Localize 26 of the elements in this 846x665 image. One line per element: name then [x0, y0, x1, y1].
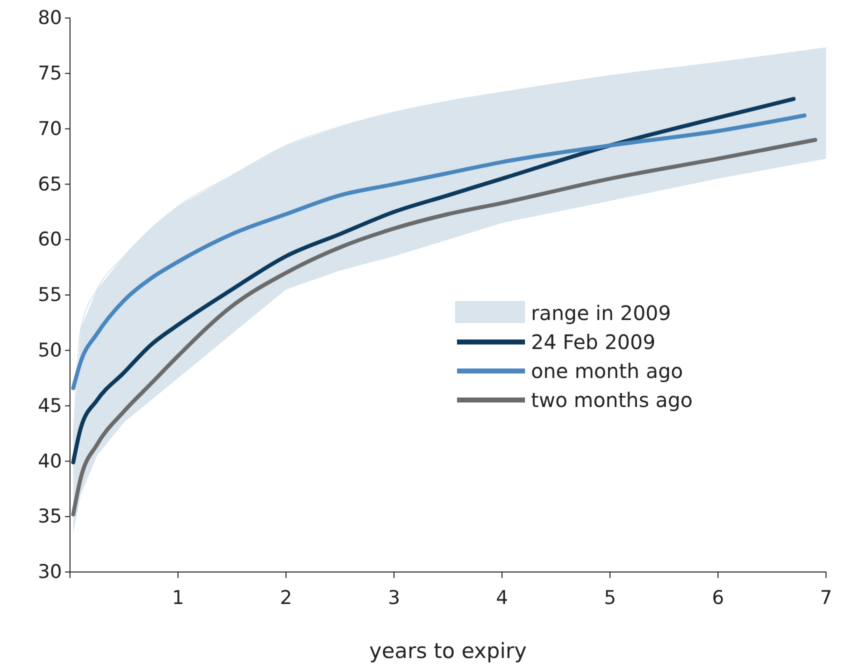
- legend-label: 24 Feb 2009: [531, 330, 656, 354]
- x-tick-label: 6: [712, 586, 724, 609]
- legend-label: one month ago: [531, 359, 684, 383]
- y-tick-label: 60: [38, 228, 62, 251]
- y-tick-label: 40: [38, 450, 62, 472]
- y-tick-label: 30: [38, 561, 62, 584]
- x-tick-label: 5: [604, 586, 616, 609]
- y-tick-label: 55: [38, 284, 62, 306]
- y-tick-label: 35: [38, 506, 62, 528]
- x-tick-label: 2: [280, 586, 292, 609]
- line-series: [71, 114, 806, 390]
- x-tick-label: 4: [496, 586, 508, 609]
- y-tick-label: 65: [38, 173, 62, 196]
- y-tick-label: 80: [38, 7, 62, 30]
- legend-label: range in 2009: [531, 301, 671, 325]
- y-tick-label: 45: [38, 394, 62, 417]
- y-tick-label: 70: [38, 118, 62, 140]
- x-tick-label: 1: [172, 586, 184, 609]
- x-axis-title: years to expiry: [369, 639, 527, 663]
- line-series: [71, 96, 796, 464]
- x-tick-label: 7: [820, 586, 832, 609]
- legend-label: two months ago: [531, 388, 693, 412]
- line-series: [71, 138, 818, 516]
- y-tick-label: 75: [38, 62, 62, 84]
- x-tick-label: 3: [388, 586, 400, 609]
- y-tick-label: 50: [38, 339, 62, 362]
